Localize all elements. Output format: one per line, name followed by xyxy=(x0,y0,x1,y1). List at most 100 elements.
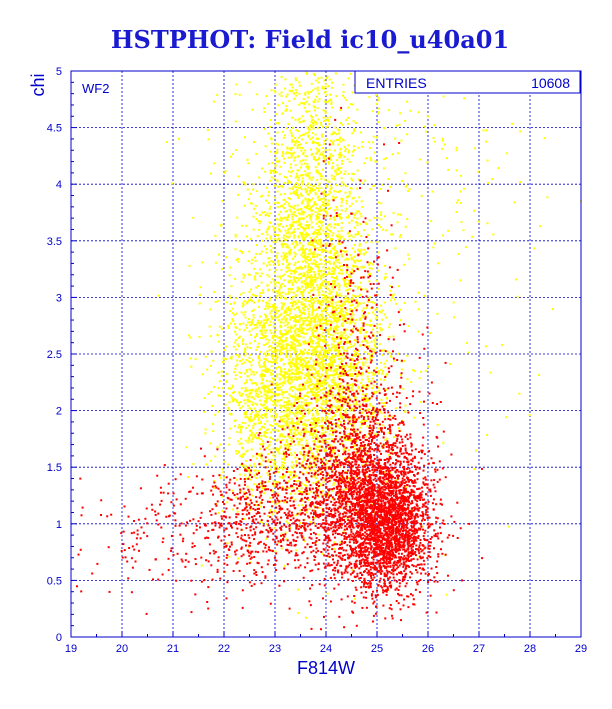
data-point-yellow xyxy=(309,191,312,194)
data-point-yellow xyxy=(276,190,279,193)
data-point-yellow xyxy=(301,352,304,355)
data-point-yellow xyxy=(387,415,390,418)
data-point-yellow xyxy=(340,122,342,124)
data-point-yellow xyxy=(342,318,345,321)
data-point-yellow xyxy=(293,92,296,95)
data-point-yellow xyxy=(251,438,254,441)
data-point-yellow xyxy=(322,272,325,275)
data-point-yellow xyxy=(288,408,291,411)
data-point-yellow xyxy=(250,396,253,399)
data-point-yellow xyxy=(316,313,319,316)
data-point-yellow xyxy=(322,400,325,403)
data-point-yellow xyxy=(352,364,355,367)
data-point-yellow xyxy=(329,191,332,194)
data-point-yellow xyxy=(335,250,338,253)
data-point-yellow xyxy=(287,470,290,473)
data-point-yellow xyxy=(279,333,282,335)
data-point-yellow xyxy=(306,511,308,514)
data-point-yellow xyxy=(388,285,391,287)
data-point-yellow xyxy=(329,429,332,432)
data-point-yellow xyxy=(270,436,273,439)
data-point-yellow xyxy=(293,336,296,339)
data-point-yellow xyxy=(288,249,291,252)
data-point-yellow xyxy=(253,277,256,280)
data-point-yellow xyxy=(294,253,297,256)
data-point-yellow xyxy=(256,346,259,349)
data-point-yellow xyxy=(318,184,321,187)
data-point-yellow xyxy=(355,200,358,203)
data-point-yellow xyxy=(237,440,240,443)
data-point-yellow xyxy=(289,129,292,132)
data-point-yellow xyxy=(274,268,277,271)
data-point-yellow xyxy=(238,328,241,331)
data-point-yellow xyxy=(271,388,274,391)
data-point-yellow xyxy=(216,299,219,302)
data-point-yellow xyxy=(304,374,307,377)
data-point-yellow xyxy=(292,305,294,308)
data-point-yellow xyxy=(406,354,409,357)
data-point-yellow xyxy=(280,358,283,360)
data-point-yellow xyxy=(334,326,337,328)
data-point-yellow xyxy=(352,328,355,331)
data-point-yellow xyxy=(316,232,319,235)
data-point-yellow xyxy=(258,361,260,364)
data-point-yellow xyxy=(301,366,304,369)
data-point-yellow xyxy=(281,155,284,157)
data-point-yellow xyxy=(285,210,288,213)
data-point-yellow xyxy=(333,318,336,321)
data-point-yellow xyxy=(302,227,305,230)
data-point-yellow xyxy=(324,368,327,371)
data-point-yellow xyxy=(324,351,327,354)
data-point-yellow xyxy=(316,255,319,258)
data-point-yellow xyxy=(347,336,349,339)
data-point-yellow xyxy=(198,336,201,338)
data-point-yellow xyxy=(357,386,360,389)
data-point-yellow xyxy=(307,384,310,387)
data-point-yellow xyxy=(376,323,379,326)
data-point-yellow xyxy=(324,178,327,181)
data-point-yellow xyxy=(309,236,312,239)
data-point-yellow xyxy=(322,280,325,283)
data-point-yellow xyxy=(255,436,258,439)
data-point-yellow xyxy=(307,182,310,185)
data-point-yellow xyxy=(303,272,305,275)
data-point-yellow xyxy=(341,123,344,126)
data-point-yellow xyxy=(337,318,340,321)
data-point-yellow xyxy=(239,323,241,325)
data-point-yellow xyxy=(376,422,379,425)
data-point-yellow xyxy=(316,408,319,411)
data-point-yellow xyxy=(296,411,299,414)
data-point-yellow xyxy=(279,216,282,219)
data-point-yellow xyxy=(279,440,282,443)
data-point-yellow xyxy=(271,428,274,431)
data-point-yellow xyxy=(298,217,301,220)
data-point-yellow xyxy=(328,123,331,125)
data-point-yellow xyxy=(283,363,285,365)
data-point-yellow xyxy=(311,332,314,335)
data-point-yellow xyxy=(294,261,297,264)
data-point-yellow xyxy=(329,364,332,367)
data-point-yellow xyxy=(253,382,255,385)
data-point-yellow xyxy=(274,283,277,286)
data-point-yellow xyxy=(322,116,325,119)
data-point-yellow xyxy=(285,440,288,443)
data-point-yellow xyxy=(322,446,324,449)
data-point-yellow xyxy=(295,182,298,185)
data-point-yellow xyxy=(297,118,300,121)
data-point-yellow xyxy=(285,356,288,359)
data-point-yellow xyxy=(321,221,324,224)
data-point-yellow xyxy=(258,422,261,425)
data-point-yellow xyxy=(395,302,398,305)
data-point-yellow xyxy=(334,387,337,390)
data-point-yellow xyxy=(274,483,277,486)
data-point-yellow xyxy=(337,376,340,379)
data-point-yellow xyxy=(241,405,244,408)
data-point-yellow xyxy=(283,285,286,288)
data-point-yellow xyxy=(238,423,241,426)
data-point-yellow xyxy=(255,333,258,336)
data-point-yellow xyxy=(309,409,312,412)
data-point-yellow xyxy=(245,379,248,382)
data-point-yellow xyxy=(293,269,296,272)
data-point-yellow xyxy=(281,333,283,336)
data-point-yellow xyxy=(310,402,313,405)
